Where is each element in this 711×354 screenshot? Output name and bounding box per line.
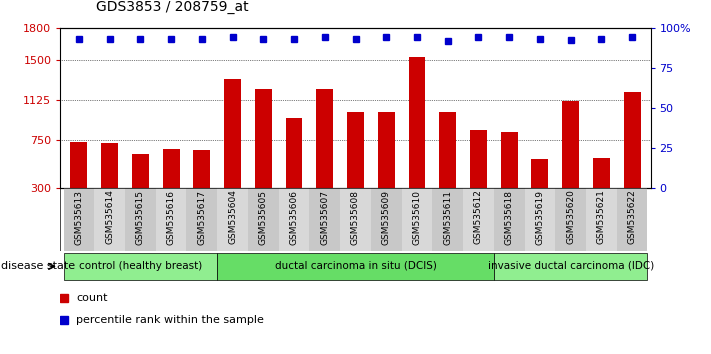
- Bar: [616, 188, 648, 251]
- Bar: [439, 112, 456, 219]
- Bar: [432, 188, 463, 251]
- Bar: [193, 150, 210, 219]
- Bar: [63, 253, 217, 280]
- Text: GSM535615: GSM535615: [136, 189, 145, 245]
- Bar: [248, 188, 279, 251]
- Bar: [63, 188, 95, 251]
- Bar: [470, 130, 487, 219]
- Bar: [224, 79, 241, 219]
- Text: GSM535604: GSM535604: [228, 189, 237, 244]
- Bar: [531, 159, 548, 219]
- Text: GSM535610: GSM535610: [412, 189, 422, 245]
- Bar: [402, 188, 432, 251]
- Text: GDS3853 / 208759_at: GDS3853 / 208759_at: [96, 0, 249, 14]
- Text: GSM535620: GSM535620: [566, 189, 575, 244]
- Bar: [279, 188, 309, 251]
- Text: GSM535608: GSM535608: [351, 189, 360, 245]
- Bar: [340, 188, 371, 251]
- Bar: [494, 253, 648, 280]
- Bar: [562, 101, 579, 219]
- Bar: [255, 89, 272, 219]
- Bar: [125, 188, 156, 251]
- Text: GSM535621: GSM535621: [597, 189, 606, 244]
- Bar: [217, 253, 494, 280]
- Text: GSM535606: GSM535606: [289, 189, 299, 245]
- Bar: [555, 188, 586, 251]
- Bar: [463, 188, 494, 251]
- Bar: [586, 188, 616, 251]
- Bar: [217, 188, 248, 251]
- Text: invasive ductal carcinoma (IDC): invasive ductal carcinoma (IDC): [488, 261, 654, 271]
- Bar: [525, 188, 555, 251]
- Text: GSM535614: GSM535614: [105, 189, 114, 244]
- Bar: [101, 143, 118, 219]
- Bar: [95, 188, 125, 251]
- Text: percentile rank within the sample: percentile rank within the sample: [77, 315, 264, 325]
- Bar: [371, 188, 402, 251]
- Bar: [156, 188, 186, 251]
- Text: GSM535618: GSM535618: [505, 189, 513, 245]
- Text: count: count: [77, 293, 108, 303]
- Bar: [309, 188, 340, 251]
- Bar: [409, 57, 425, 219]
- Text: GSM535613: GSM535613: [75, 189, 83, 245]
- Bar: [593, 158, 610, 219]
- Bar: [378, 112, 395, 219]
- Text: GSM535612: GSM535612: [474, 189, 483, 244]
- Bar: [316, 89, 333, 219]
- Text: disease state: disease state: [1, 261, 75, 272]
- Bar: [132, 154, 149, 219]
- Bar: [347, 112, 364, 219]
- Text: ductal carcinoma in situ (DCIS): ductal carcinoma in situ (DCIS): [274, 261, 437, 271]
- Bar: [163, 149, 180, 219]
- Bar: [494, 188, 525, 251]
- Bar: [286, 118, 302, 219]
- Text: GSM535619: GSM535619: [535, 189, 545, 245]
- Bar: [70, 142, 87, 219]
- Bar: [186, 188, 217, 251]
- Text: GSM535611: GSM535611: [443, 189, 452, 245]
- Text: GSM535605: GSM535605: [259, 189, 268, 245]
- Text: GSM535616: GSM535616: [166, 189, 176, 245]
- Text: GSM535622: GSM535622: [628, 189, 636, 244]
- Text: GSM535607: GSM535607: [320, 189, 329, 245]
- Text: GSM535617: GSM535617: [198, 189, 206, 245]
- Text: GSM535609: GSM535609: [382, 189, 391, 245]
- Bar: [501, 132, 518, 219]
- Bar: [624, 92, 641, 219]
- Text: control (healthy breast): control (healthy breast): [79, 261, 202, 271]
